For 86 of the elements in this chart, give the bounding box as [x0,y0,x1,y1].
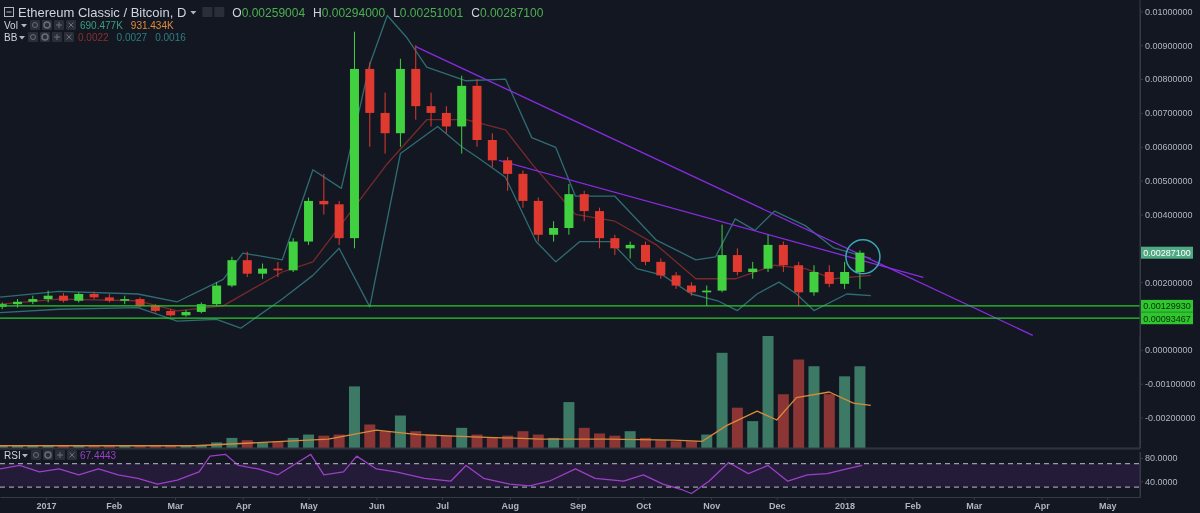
candlestick [89,291,99,300]
y-tick-label: 0.00000000 [1145,345,1193,356]
bar [731,407,743,448]
y-tick-label: 0.00400000 [1145,209,1193,220]
bar [348,386,360,448]
y-tick-label: -0.00100000 [1145,379,1196,390]
y-tick-label: 0.00800000 [1145,74,1193,85]
candlestick [855,249,865,290]
candlestick [778,241,788,273]
x-tick-label: Aug [501,501,520,512]
y-tick-label: 80.0000 [1145,453,1178,464]
y-tick-label: -0.00200000 [1145,412,1196,423]
x-tick-label: Nov [703,501,721,512]
annotation: 0.0022 [78,32,110,43]
candlestick [732,247,742,276]
candlestick [212,281,222,307]
candlestick [43,290,53,303]
bar [793,359,805,448]
annotation: 0.0016 [155,32,187,43]
x-tick-label: Mar [167,501,185,512]
ref-line-label: 0.00093467 [1143,313,1191,324]
annotation: 690.477K [80,20,124,31]
candlestick [441,105,451,134]
annotation: Vol [4,20,18,31]
bar [563,402,575,448]
x-tick-label: May [300,501,318,512]
candlestick [610,234,620,256]
candlestick [181,309,191,318]
x-tick-label: May [1098,501,1117,512]
bar [839,376,851,448]
bar [364,424,376,448]
candlestick [487,132,497,168]
y-tick-label: 0.00700000 [1145,108,1193,119]
x-tick-label: 2017 [36,501,57,512]
y-tick-label: 0.00200000 [1145,277,1193,288]
x-tick-label: Jun [368,501,385,512]
x-tick-label: Apr [1034,501,1051,512]
y-tick-label: 0.00600000 [1145,142,1193,153]
bar [394,415,406,448]
candlestick [840,261,850,290]
ref-line-label: 0.00129930 [1143,301,1191,312]
annotation: 67.4443 [80,450,117,461]
candlestick [824,264,834,288]
candlestick [380,92,390,155]
candlestick [809,264,819,297]
chart-title: Ethereum Classic / Bitcoin, D [18,5,187,20]
bar [747,421,759,448]
x-tick-label: Sep [569,501,587,512]
candlestick [579,190,589,222]
candlestick [656,257,666,280]
text: 0.00287100 [1143,248,1191,259]
annotation: 0.0027 [116,32,148,43]
annotation: BB [4,32,18,43]
candlestick [242,251,252,278]
x-tick-label: Mar [966,501,983,512]
bar [808,366,820,448]
annotation: RSI [4,450,21,461]
annotation: O0.00259004 [232,6,306,20]
x-tick-label: Oct [636,501,652,512]
y-tick-label: 40.0000 [1145,476,1178,487]
x-tick-label: Dec [769,501,786,512]
candlestick [640,241,650,266]
bar [777,394,789,448]
line-series [0,453,863,495]
x-tick-label: Jul [435,501,449,512]
bar [762,336,774,448]
annotation: C0.00287100 [471,6,544,20]
bar [716,352,728,448]
bar [379,431,391,448]
annotation: H0.00294000 [313,6,386,20]
candlestick [426,92,436,127]
x-tick-label: Feb [106,501,123,512]
y-tick-label: 0.00900000 [1145,40,1193,51]
annotation: L0.00251001 [393,6,464,20]
bar [854,366,866,448]
candlestick [549,220,559,243]
annotation: 931.434K [130,20,174,31]
x-tick-label: Feb [904,501,922,512]
bar [823,394,835,448]
x-tick-label: Apr [235,501,252,512]
candlestick [503,156,513,192]
y-tick-label: 0.01000000 [1145,6,1193,17]
candlestick [763,234,773,273]
y-tick-label: 0.00500000 [1145,176,1193,186]
x-tick-label: 2018 [835,501,856,512]
candlestick [319,173,329,215]
